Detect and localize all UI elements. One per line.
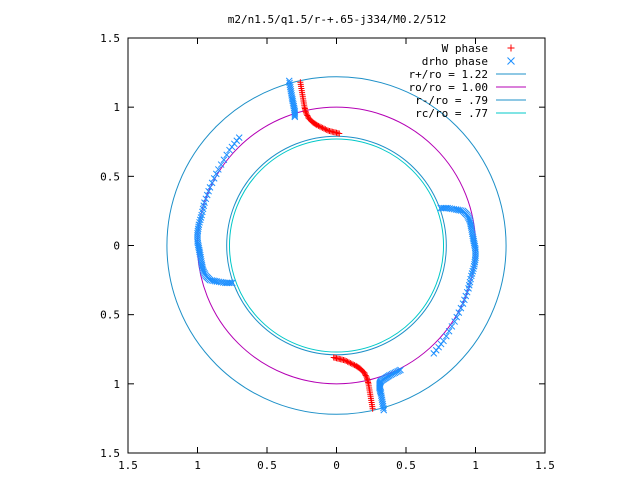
y-tick-label: 0.5 bbox=[100, 309, 120, 322]
series-0 bbox=[297, 79, 376, 412]
legend-label: r-/ro = .79 bbox=[415, 94, 488, 107]
data-point bbox=[330, 354, 337, 361]
data-point bbox=[347, 360, 354, 367]
data-point bbox=[318, 124, 325, 131]
y-tick-label: 1 bbox=[113, 101, 120, 114]
y-tick-label: 1.5 bbox=[100, 32, 120, 45]
data-point bbox=[346, 359, 353, 366]
data-point bbox=[451, 318, 459, 325]
data-point bbox=[302, 109, 309, 116]
data-point bbox=[507, 44, 515, 52]
data-point bbox=[214, 166, 222, 173]
data-point bbox=[320, 125, 327, 132]
y-tick-label: 0.5 bbox=[100, 170, 120, 183]
data-point bbox=[336, 130, 343, 137]
data-point bbox=[314, 122, 321, 129]
y-tick-label: 0 bbox=[113, 240, 120, 253]
data-point bbox=[344, 358, 351, 365]
data-point bbox=[322, 126, 329, 133]
data-point bbox=[448, 323, 456, 330]
x-tick-label: 0.5 bbox=[257, 459, 277, 472]
data-point bbox=[195, 221, 203, 229]
circle-r-2 bbox=[226, 135, 447, 356]
data-point bbox=[291, 113, 299, 121]
data-point bbox=[315, 122, 322, 129]
data-point bbox=[362, 372, 369, 379]
data-point bbox=[468, 270, 476, 277]
data-point bbox=[453, 313, 461, 321]
data-point bbox=[304, 112, 311, 119]
data-point bbox=[465, 285, 472, 292]
reference-circles bbox=[166, 76, 507, 415]
data-point bbox=[469, 267, 477, 275]
x-tick-label: 1.5 bbox=[118, 459, 138, 472]
x-tick-label: 0 bbox=[333, 459, 340, 472]
data-point bbox=[352, 362, 359, 369]
data-point bbox=[223, 151, 231, 159]
data-point bbox=[463, 288, 471, 296]
chart-title: m2/n1.5/q1.5/r-+.65-j334/M0.2/512 bbox=[228, 13, 447, 26]
data-point bbox=[316, 123, 323, 130]
data-point bbox=[445, 327, 453, 335]
legend-label: ro/ro = 1.00 bbox=[409, 81, 488, 94]
data-point bbox=[197, 214, 205, 221]
data-point bbox=[196, 216, 204, 224]
axis-ticks: 1.5 1 0.5 0 0.5 1 1.51.510.500.511.5 bbox=[100, 32, 555, 472]
x-tick-label: 1 bbox=[472, 459, 479, 472]
data-point bbox=[462, 292, 470, 300]
data-point bbox=[455, 309, 463, 316]
data-point bbox=[470, 262, 478, 270]
y-tick-label: 1.5 bbox=[100, 447, 120, 460]
data-point bbox=[212, 170, 220, 178]
x-tick-label: 0.5 bbox=[396, 459, 416, 472]
data-point bbox=[208, 179, 216, 187]
data-point bbox=[363, 373, 370, 380]
series-1 bbox=[194, 77, 479, 414]
x-tick-label: 1 bbox=[194, 459, 201, 472]
data-point bbox=[206, 184, 214, 191]
data-point bbox=[348, 360, 355, 367]
data-point bbox=[210, 175, 218, 182]
data-point bbox=[202, 195, 210, 203]
data-point bbox=[351, 362, 358, 369]
data-point bbox=[203, 191, 211, 199]
data-point bbox=[364, 375, 371, 382]
data-point bbox=[397, 366, 404, 374]
legend-label: r+/ro = 1.22 bbox=[409, 68, 488, 81]
circle-r-1 bbox=[197, 106, 476, 385]
data-point bbox=[201, 199, 208, 206]
data-point bbox=[319, 124, 326, 131]
circle-r-3 bbox=[228, 138, 445, 353]
data-point bbox=[303, 111, 310, 118]
x-tick-label: 1.5 bbox=[535, 459, 555, 472]
data-point bbox=[343, 358, 350, 365]
data-point bbox=[350, 361, 357, 368]
data-points bbox=[194, 77, 479, 414]
data-point bbox=[205, 187, 212, 195]
legend-label: W phase bbox=[442, 42, 488, 55]
data-point bbox=[323, 126, 330, 133]
data-point bbox=[430, 350, 438, 357]
data-point bbox=[461, 296, 468, 304]
legend-label: drho phase bbox=[422, 55, 488, 68]
data-point bbox=[442, 332, 450, 340]
data-point bbox=[457, 304, 465, 312]
circle-r-0 bbox=[166, 76, 507, 415]
legend-label: rc/ro = .77 bbox=[415, 107, 488, 120]
data-point bbox=[196, 218, 203, 226]
data-point bbox=[291, 112, 299, 119]
y-tick-label: 1 bbox=[113, 378, 120, 391]
data-point bbox=[470, 265, 477, 273]
data-point bbox=[507, 57, 515, 65]
data-point bbox=[235, 134, 243, 141]
data-point bbox=[220, 156, 228, 164]
data-point bbox=[291, 110, 299, 118]
data-point bbox=[217, 161, 225, 168]
data-point bbox=[459, 300, 467, 307]
